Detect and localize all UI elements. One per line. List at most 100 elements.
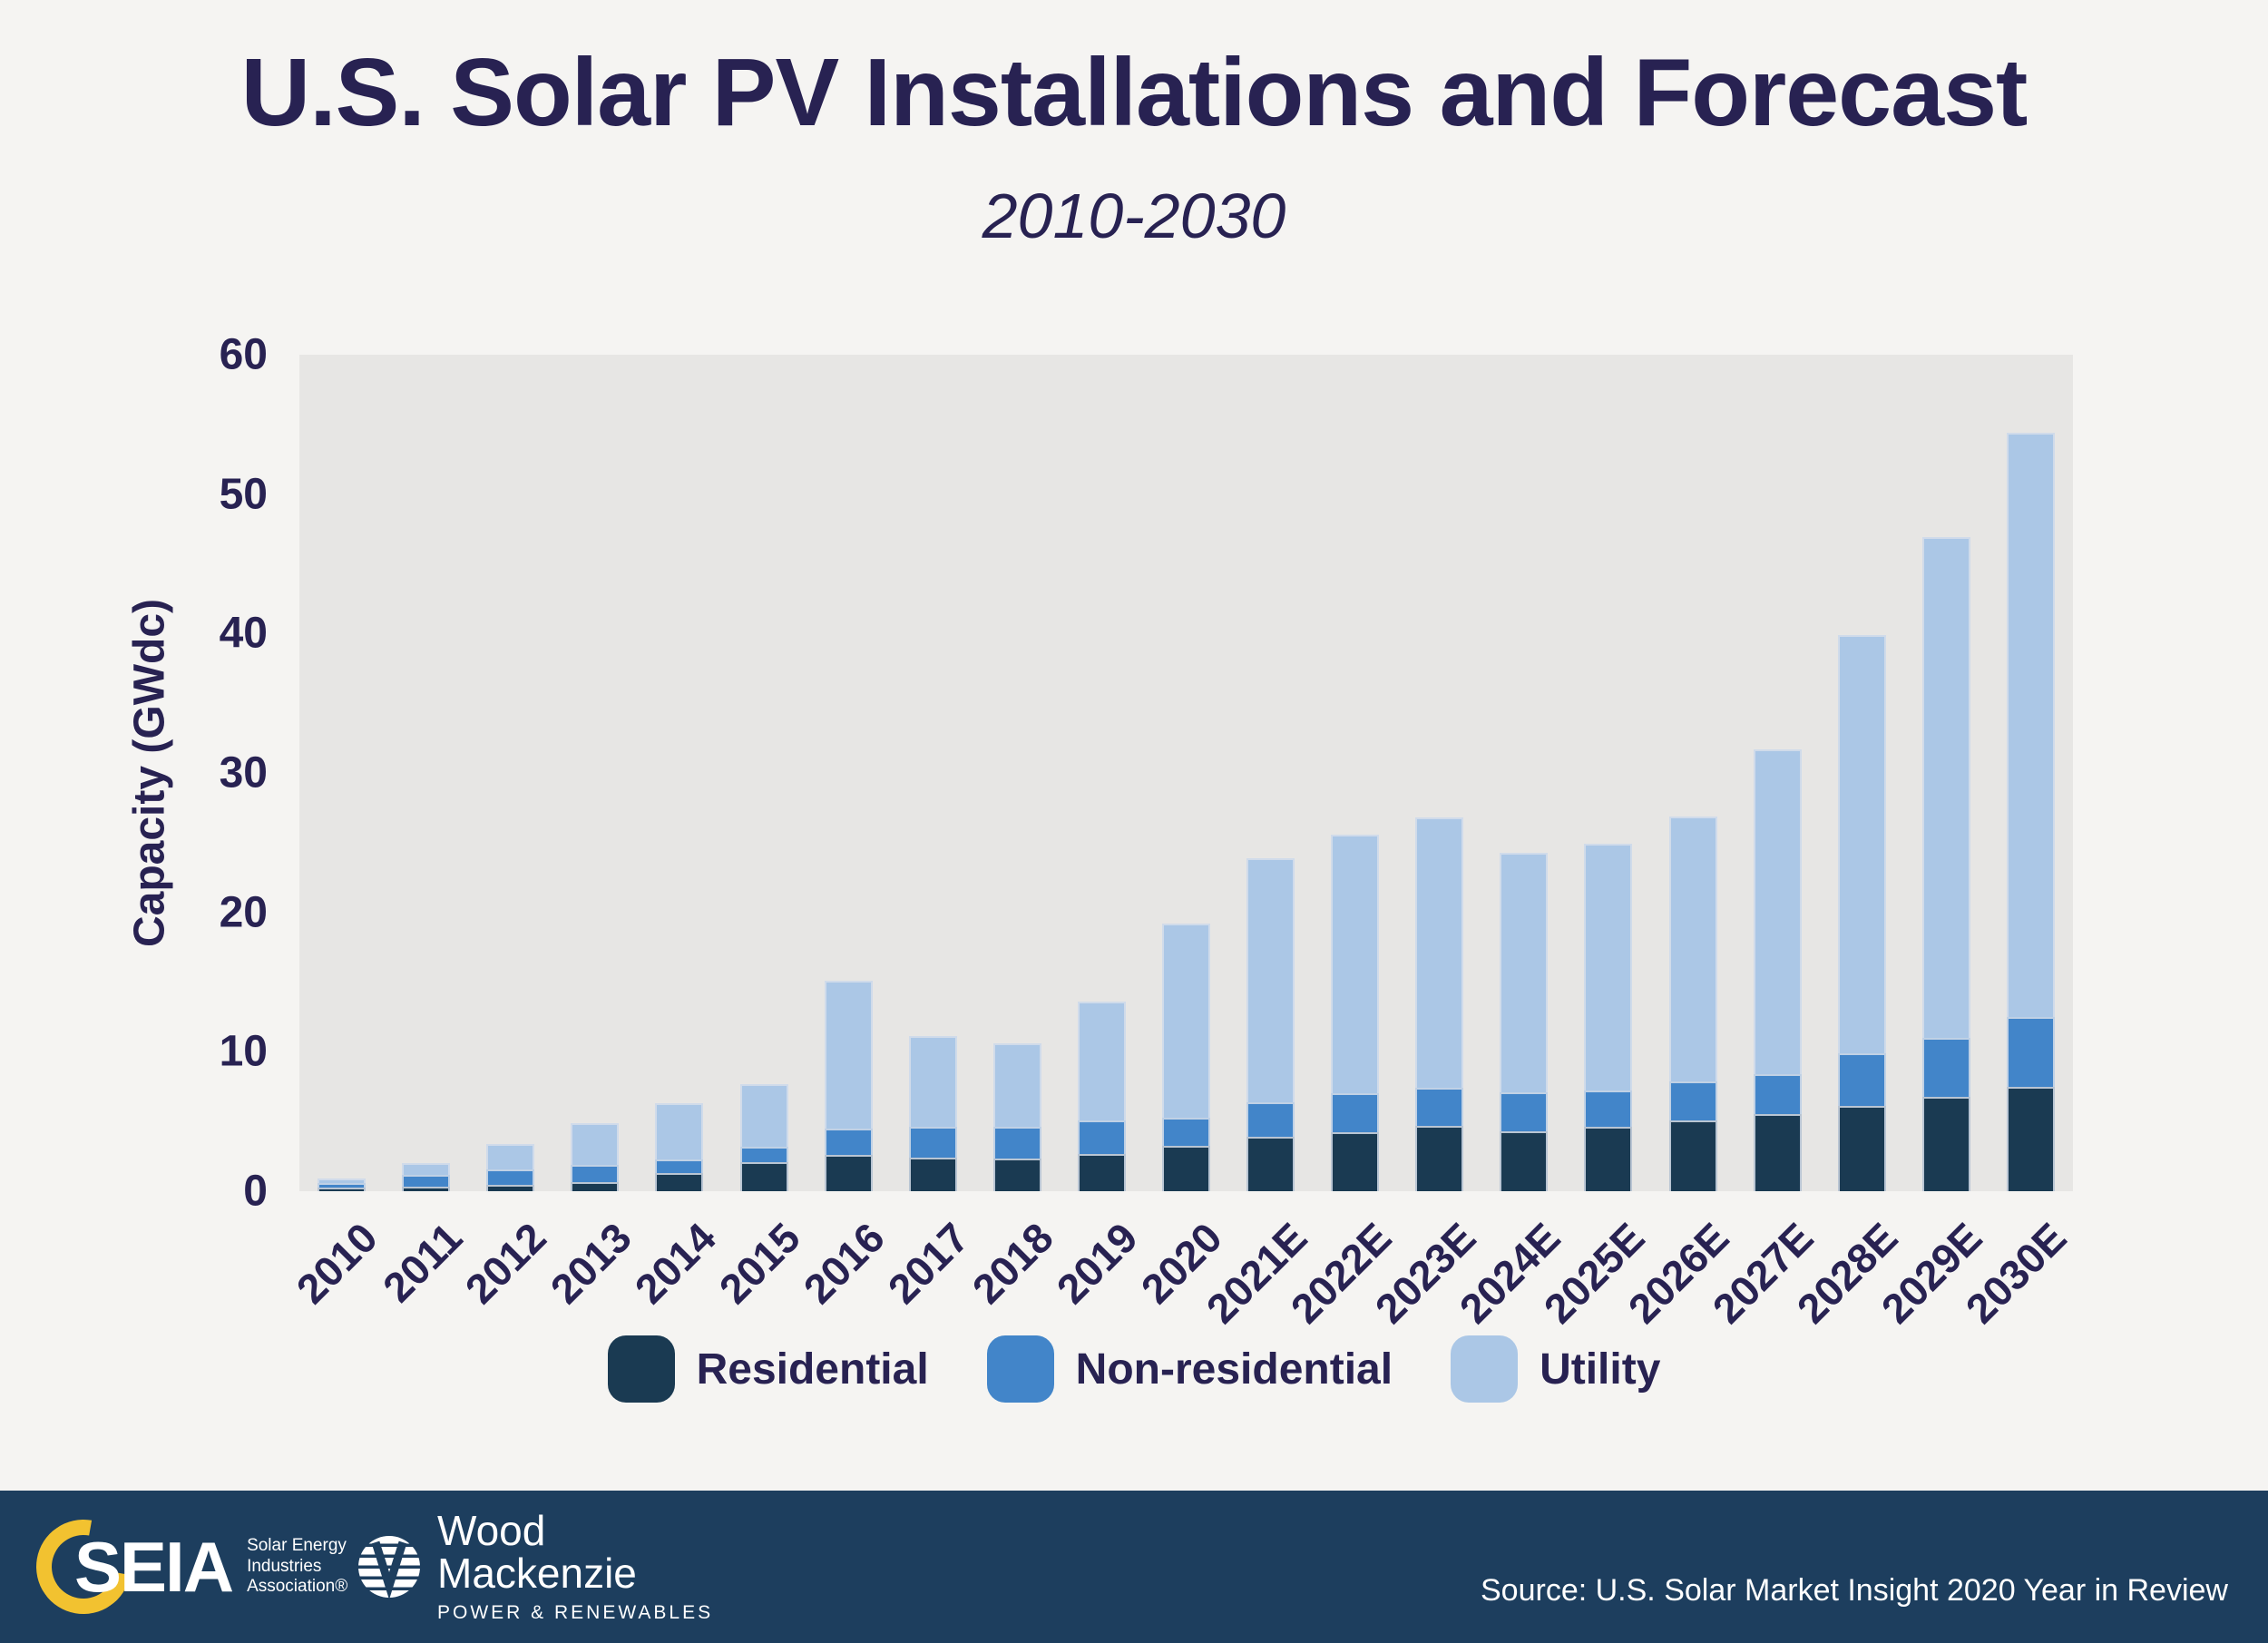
bar-segment-utility [486,1143,535,1170]
bar-segment-non-residential [1415,1088,1464,1126]
legend-label: Utility [1540,1345,1661,1394]
bar-segment-utility [992,1043,1041,1127]
y-tick-label: 30 [219,748,268,797]
y-tick-label: 20 [219,888,268,937]
bar-segment-residential [1668,1120,1717,1191]
bar-segment-non-residential [824,1128,873,1156]
x-tick-label: 2018 [963,1213,1062,1313]
bar-segment-residential [1077,1153,1126,1191]
bar-2012 [486,1143,535,1191]
bar-segment-utility [1753,748,1802,1074]
woodmac-globe-icon [358,1536,420,1598]
bar-segment-utility [1246,857,1295,1102]
bar-2014 [655,1103,704,1191]
legend-label: Non-residential [1075,1345,1393,1394]
seia-org-name: Solar Energy Industries Association® [247,1536,347,1598]
bar-segment-non-residential [1500,1091,1549,1131]
seia-org-line: Solar Energy [247,1535,347,1555]
bar-segment-non-residential [402,1175,451,1188]
y-tick-label: 50 [219,470,268,519]
legend-item-utility: Utility [1451,1335,1660,1403]
bar-segment-utility [318,1178,367,1183]
bar-segment-residential [908,1158,957,1191]
bar-2017 [908,1036,957,1191]
chart-title: U.S. Solar PV Installations and Forecast [240,39,2028,146]
bar-segment-utility [655,1103,704,1159]
bar-segment-residential [1753,1114,1802,1191]
bar-segment-non-residential [655,1159,704,1174]
bar-2027E [1753,748,1802,1191]
bar-2025E [1584,844,1633,1191]
x-tick-label: 2019 [1047,1213,1147,1313]
bar-segment-non-residential [1246,1101,1295,1138]
woodmac-logo: Wood Mackenzie POWER & RENEWABLES [356,1491,713,1643]
bar-segment-non-residential [1584,1090,1633,1128]
bar-segment-non-residential [571,1164,620,1182]
woodmac-name-line: Wood [437,1506,546,1554]
bar-2019 [1077,1002,1126,1191]
bar-2024E [1500,852,1549,1191]
bar-2021E [1246,857,1295,1191]
bar-segment-non-residential [486,1169,535,1186]
bar-segment-non-residential [1162,1117,1210,1147]
bar-2023E [1415,817,1464,1191]
bar-segment-residential [1584,1127,1633,1191]
bar-segment-utility [1584,844,1633,1091]
woodmac-tagline: POWER & RENEWABLES [437,1602,714,1624]
y-tick-label: 60 [219,330,268,379]
bar-2013 [571,1122,620,1191]
woodmac-text: Wood Mackenzie POWER & RENEWABLES [437,1506,714,1625]
legend-item-residential: Residential [607,1335,929,1403]
legend-item-non-residential: Non-residential [986,1335,1393,1403]
bar-segment-utility [1500,852,1549,1092]
x-tick-label: 2017 [878,1213,978,1313]
woodmac-name-line: Mackenzie [437,1549,637,1597]
bar-segment-non-residential [1077,1120,1126,1154]
bar-segment-residential [571,1182,620,1191]
bar-segment-non-residential [318,1182,367,1188]
x-tick-label: 2010 [287,1213,387,1313]
bar-segment-non-residential [1668,1081,1717,1120]
seia-org-line: Association® [247,1577,348,1597]
bar-segment-utility [2006,433,2055,1017]
bar-segment-residential [2006,1086,2055,1191]
bar-segment-residential [1837,1106,1886,1191]
bar-2029E [1921,537,1970,1191]
bar-segment-utility [1077,1002,1126,1120]
bar-2026E [1668,816,1717,1191]
x-tick-label: 2011 [373,1213,472,1312]
legend-swatch-icon [607,1335,675,1403]
bar-segment-non-residential [1331,1093,1380,1133]
bar-segment-utility [571,1122,620,1165]
bar-segment-residential [1415,1125,1464,1191]
bar-segment-non-residential [992,1126,1041,1159]
bar-2015 [739,1083,788,1191]
bar-2010 [318,1178,367,1191]
bar-segment-residential [318,1188,367,1191]
bar-segment-utility [1921,537,1970,1038]
bar-segment-residential [824,1155,873,1191]
footer-bar: SEIA Solar Energy Industries Association… [0,1491,2268,1643]
legend-swatch-icon [1451,1335,1519,1403]
bar-2022E [1331,834,1380,1191]
bar-segment-residential [1921,1096,1970,1191]
bar-segment-non-residential [1921,1037,1970,1097]
chart-subtitle: 2010-2030 [982,181,1286,251]
bar-segment-residential [739,1161,788,1191]
bar-segment-non-residential [1753,1073,1802,1115]
bar-segment-residential [1331,1132,1380,1191]
x-tick-label: 2012 [456,1213,556,1313]
y-tick-label: 40 [219,609,268,658]
bar-segment-residential [1162,1146,1210,1191]
legend: Residential Non-residential Utility [0,1335,2268,1403]
x-tick-label: 2013 [541,1213,640,1313]
bar-segment-residential [655,1173,704,1191]
bar-segment-residential [1246,1137,1295,1191]
y-tick-label: 0 [243,1167,268,1216]
bar-2028E [1837,634,1886,1191]
bar-segment-non-residential [908,1127,957,1159]
bar-segment-utility [1331,834,1380,1094]
bar-segment-residential [992,1158,1041,1191]
y-tick-label: 10 [219,1027,268,1076]
